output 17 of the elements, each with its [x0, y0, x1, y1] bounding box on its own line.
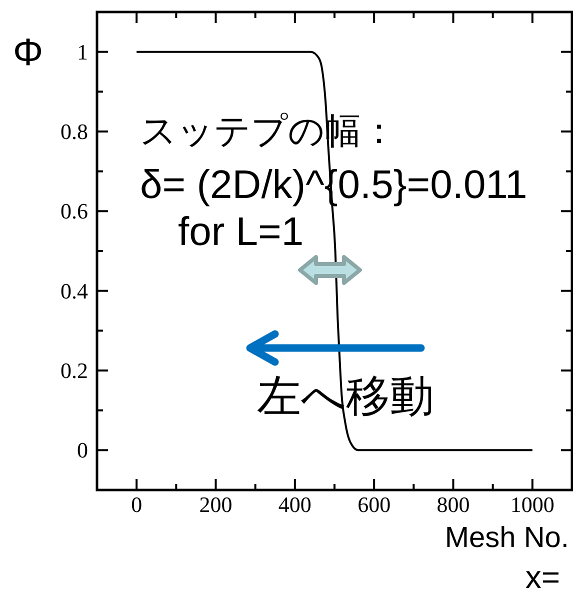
x-tick-label: 200: [199, 492, 232, 517]
x-axis-title: Mesh No.: [444, 522, 569, 554]
text: x=: [525, 559, 560, 593]
line-series: [136, 50, 534, 452]
y-tick-label: 0.4: [60, 278, 88, 304]
y-tick-label: 1: [77, 39, 88, 64]
x-tick-label: 600: [358, 492, 391, 517]
x-tick-label: 0: [131, 492, 142, 517]
x-tick-label: 1000: [510, 492, 554, 517]
y-tick-label: 0.2: [60, 358, 88, 383]
x-tick-label: 800: [436, 492, 470, 517]
y-axis-title: Φ: [12, 32, 44, 74]
y-tick-label: 0.6: [60, 198, 88, 224]
annotation: for L=1: [178, 210, 304, 254]
y-tick-label: 0: [77, 438, 88, 463]
y-tick-label: 0.8: [60, 119, 88, 144]
x-tick-label: 400: [278, 492, 312, 517]
